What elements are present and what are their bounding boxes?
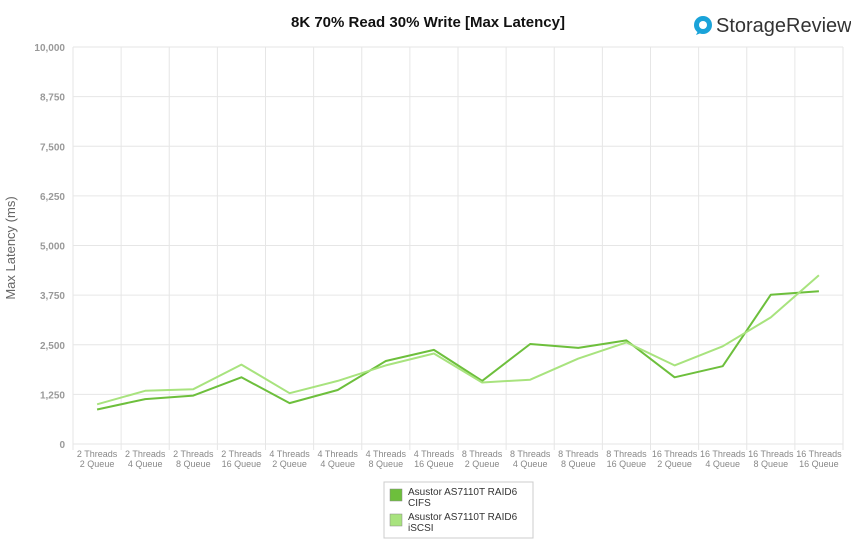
y-tick-label: 1,250 xyxy=(40,390,65,401)
legend-label: Asustor AS7110T RAID6 CIFS xyxy=(408,487,518,509)
x-tick-label: 8 Threads 4 Queue xyxy=(510,449,551,469)
y-tick-label: 5,000 xyxy=(40,242,65,253)
chart-title: 8K 70% Read 30% Write [Max Latency] xyxy=(291,14,565,31)
x-gridlines xyxy=(72,47,844,450)
x-tick-labels: 2 Threads 2 Queue 2 Threads 4 Queue 2 Thread… xyxy=(77,449,842,469)
legend-label: Asustor AS7110T RAID6 iSCSI xyxy=(408,512,518,534)
y-tick-label: 3,750 xyxy=(40,291,65,302)
x-tick-label: 4 Threads 16 Queue xyxy=(414,449,455,469)
x-tick-label: 16 Threads 4 Queue xyxy=(700,449,746,469)
x-tick-label: 16 Threads 2 Queue xyxy=(652,449,698,469)
storagereview-logo-icon xyxy=(694,16,712,35)
y-tick-label: 7,500 xyxy=(40,142,65,153)
legend-box xyxy=(383,481,534,539)
y-axis-label: Max Latency (ms) xyxy=(3,196,18,299)
x-tick-label: 2 Threads 8 Queue xyxy=(173,449,214,469)
series-lines xyxy=(96,274,820,411)
legend: Asustor AS7110T RAID6 CIFS Asustor AS7110T… xyxy=(383,481,534,539)
y-tick-label: 2,500 xyxy=(40,341,65,352)
x-tick-label: 4 Threads 4 Queue xyxy=(318,449,359,469)
x-tick-label: 4 Threads 8 Queue xyxy=(366,449,407,469)
x-tick-label: 16 Threads 16 Queue xyxy=(796,449,842,469)
y-tick-label: 10,000 xyxy=(34,43,65,54)
x-tick-label: 16 Threads 8 Queue xyxy=(748,449,794,469)
y-tick-labels: 0 1,250 2,500 3,750 5,000 6,250 7,500 8,750 10,0… xyxy=(34,43,65,451)
x-tick-label: 2 Threads 4 Queue xyxy=(125,449,166,469)
brand-name: StorageReview xyxy=(716,15,851,37)
legend-swatch xyxy=(389,488,403,502)
x-tick-label: 2 Threads 2 Queue xyxy=(77,449,118,469)
x-tick-label: 2 Threads 16 Queue xyxy=(221,449,262,469)
x-tick-label: 4 Threads 2 Queue xyxy=(269,449,310,469)
x-tick-label: 8 Threads 8 Queue xyxy=(558,449,599,469)
legend-swatch xyxy=(389,513,403,527)
x-tick-label: 8 Threads 2 Queue xyxy=(462,449,503,469)
series-line xyxy=(96,290,819,411)
y-tick-label: 6,250 xyxy=(40,192,65,203)
y-tick-label: 8,750 xyxy=(40,93,65,104)
series-line xyxy=(96,274,820,406)
storagereview-logo: StorageReview xyxy=(694,15,851,37)
y-tick-label: 0 xyxy=(59,440,65,451)
x-tick-label: 8 Threads 16 Queue xyxy=(606,449,647,469)
